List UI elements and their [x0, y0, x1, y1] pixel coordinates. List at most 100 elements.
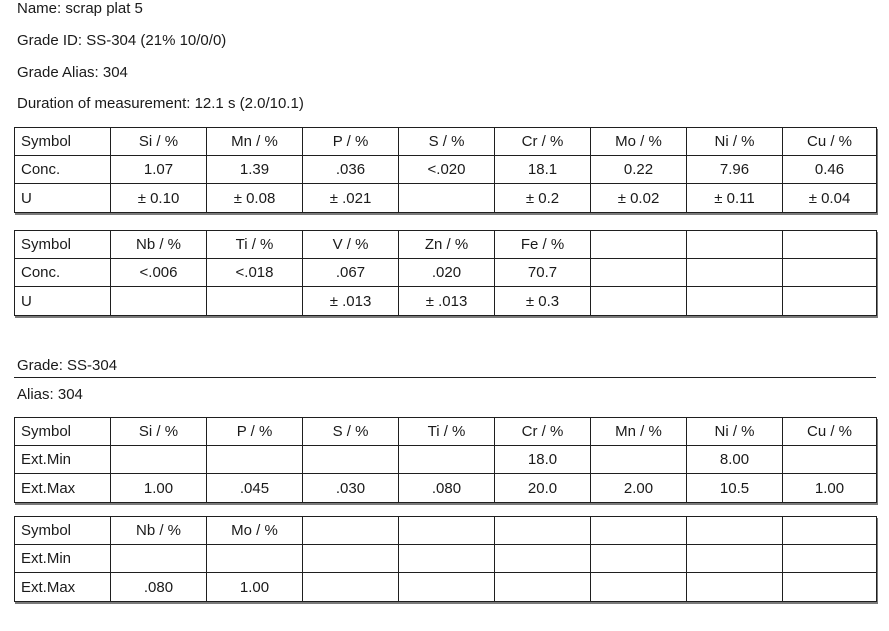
- grade-title: Grade: SS-304: [17, 357, 118, 374]
- grade-alias-label: Alias: 304: [17, 386, 83, 403]
- column-header: Si / %: [110, 417, 207, 446]
- table-cell: [782, 258, 877, 287]
- table-cell: .045: [206, 473, 303, 503]
- column-header: Fe / %: [494, 230, 591, 259]
- table-cell: .080: [398, 473, 495, 503]
- table-cell: ± 0.3: [494, 286, 591, 316]
- row-label: Symbol: [14, 516, 111, 545]
- column-header: P / %: [302, 127, 399, 156]
- table-header-row: Symbol Si / % Mn / % P / % S / % Cr / % Mo / %…: [14, 127, 877, 156]
- row-label: U: [14, 183, 111, 213]
- table-cell: ± .013: [398, 286, 495, 316]
- table-cell: [494, 544, 591, 573]
- table-cell: 18.0: [494, 445, 591, 474]
- table-cell: <.018: [206, 258, 303, 287]
- column-header: Ti / %: [206, 230, 303, 259]
- table-cell: [494, 572, 591, 602]
- row-label: Symbol: [14, 127, 111, 156]
- table-cell: [590, 544, 687, 573]
- results-table-2: Symbol Nb / % Ti / % V / % Zn / % Fe / % Conc.…: [14, 230, 877, 316]
- column-header: V / %: [302, 230, 399, 259]
- table-cell: [398, 544, 495, 573]
- column-header: [686, 230, 783, 259]
- column-header: Mn / %: [590, 417, 687, 446]
- table-header-row: Symbol Nb / % Ti / % V / % Zn / % Fe / %: [14, 230, 877, 259]
- table-cell: [686, 286, 783, 316]
- table-cell: <.006: [110, 258, 207, 287]
- column-header: Ti / %: [398, 417, 495, 446]
- column-header: [590, 230, 687, 259]
- column-header: [590, 516, 687, 545]
- table-cell: [206, 286, 303, 316]
- table-cell: [398, 183, 495, 213]
- table-cell: .080: [110, 572, 207, 602]
- table-cell: .067: [302, 258, 399, 287]
- table-cell: [110, 286, 207, 316]
- row-label: U: [14, 286, 111, 316]
- column-header: Nb / %: [110, 516, 207, 545]
- column-header: Nb / %: [110, 230, 207, 259]
- table-cell: 1.00: [782, 473, 877, 503]
- column-header: Cu / %: [782, 417, 877, 446]
- column-header: [686, 516, 783, 545]
- row-label: Conc.: [14, 155, 111, 184]
- table-cell: [590, 286, 687, 316]
- table-cell: 20.0: [494, 473, 591, 503]
- table-cell: 2.00: [590, 473, 687, 503]
- results-table-1: Symbol Si / % Mn / % P / % S / % Cr / % Mo / %…: [14, 127, 877, 213]
- table-cell: 7.96: [686, 155, 783, 184]
- row-label: Ext.Max: [14, 572, 111, 602]
- row-label: Ext.Max: [14, 473, 111, 503]
- table-cell: ± 0.02: [590, 183, 687, 213]
- table-cell: 1.00: [206, 572, 303, 602]
- table-cell: [110, 445, 207, 474]
- column-header: Mn / %: [206, 127, 303, 156]
- table-row: Conc. <.006 <.018.067.020 70.7: [14, 258, 877, 287]
- table-row: Ext.Min 18.0 8.00: [14, 445, 877, 474]
- row-label: Symbol: [14, 230, 111, 259]
- table-cell: [206, 445, 303, 474]
- table-cell: ± .021: [302, 183, 399, 213]
- table-cell: [302, 572, 399, 602]
- column-header: Cu / %: [782, 127, 877, 156]
- grade-alias: Grade Alias: 304: [17, 64, 128, 81]
- sample-name: Name: scrap plat 5: [17, 0, 143, 17]
- column-header: P / %: [206, 417, 303, 446]
- table-cell: [110, 544, 207, 573]
- table-cell: 1.00: [110, 473, 207, 503]
- table-cell: .020: [398, 258, 495, 287]
- column-header: Cr / %: [494, 127, 591, 156]
- row-label: Symbol: [14, 417, 111, 446]
- table-row: Ext.Max 1.00.045.030.080 20.0 2.00 10.5 1.00: [14, 473, 877, 503]
- measurement-duration: Duration of measurement: 12.1 s (2.0/10.…: [17, 95, 304, 112]
- column-header: Ni / %: [686, 127, 783, 156]
- table-cell: [398, 445, 495, 474]
- table-cell: ± 0.10: [110, 183, 207, 213]
- column-header: [782, 230, 877, 259]
- table-cell: 8.00: [686, 445, 783, 474]
- column-header: Cr / %: [494, 417, 591, 446]
- table-cell: <.020: [398, 155, 495, 184]
- table-cell: [686, 572, 783, 602]
- table-cell: [782, 572, 877, 602]
- table-cell: ± 0.11: [686, 183, 783, 213]
- limits-table-2: Symbol Nb / % Mo / % Ext.Min Ext.Max .080 1.00: [14, 516, 877, 602]
- table-cell: ± .013: [302, 286, 399, 316]
- table-cell: [590, 258, 687, 287]
- table-cell: [590, 445, 687, 474]
- table-cell: 1.07: [110, 155, 207, 184]
- table-cell: 1.39: [206, 155, 303, 184]
- row-label: Ext.Min: [14, 544, 111, 573]
- table-cell: [782, 286, 877, 316]
- table-cell: [302, 544, 399, 573]
- table-cell: ± 0.04: [782, 183, 877, 213]
- row-label: Ext.Min: [14, 445, 111, 474]
- table-cell: [206, 544, 303, 573]
- table-header-row: Symbol Si / % P / % S / % Ti / % Cr / % Mn / %…: [14, 417, 877, 446]
- column-header: S / %: [302, 417, 399, 446]
- column-header: Ni / %: [686, 417, 783, 446]
- table-row: U ± .013 ± .013 ± 0.3: [14, 286, 877, 316]
- column-header: S / %: [398, 127, 495, 156]
- table-cell: [782, 445, 877, 474]
- table-row: Ext.Max .080 1.00: [14, 572, 877, 602]
